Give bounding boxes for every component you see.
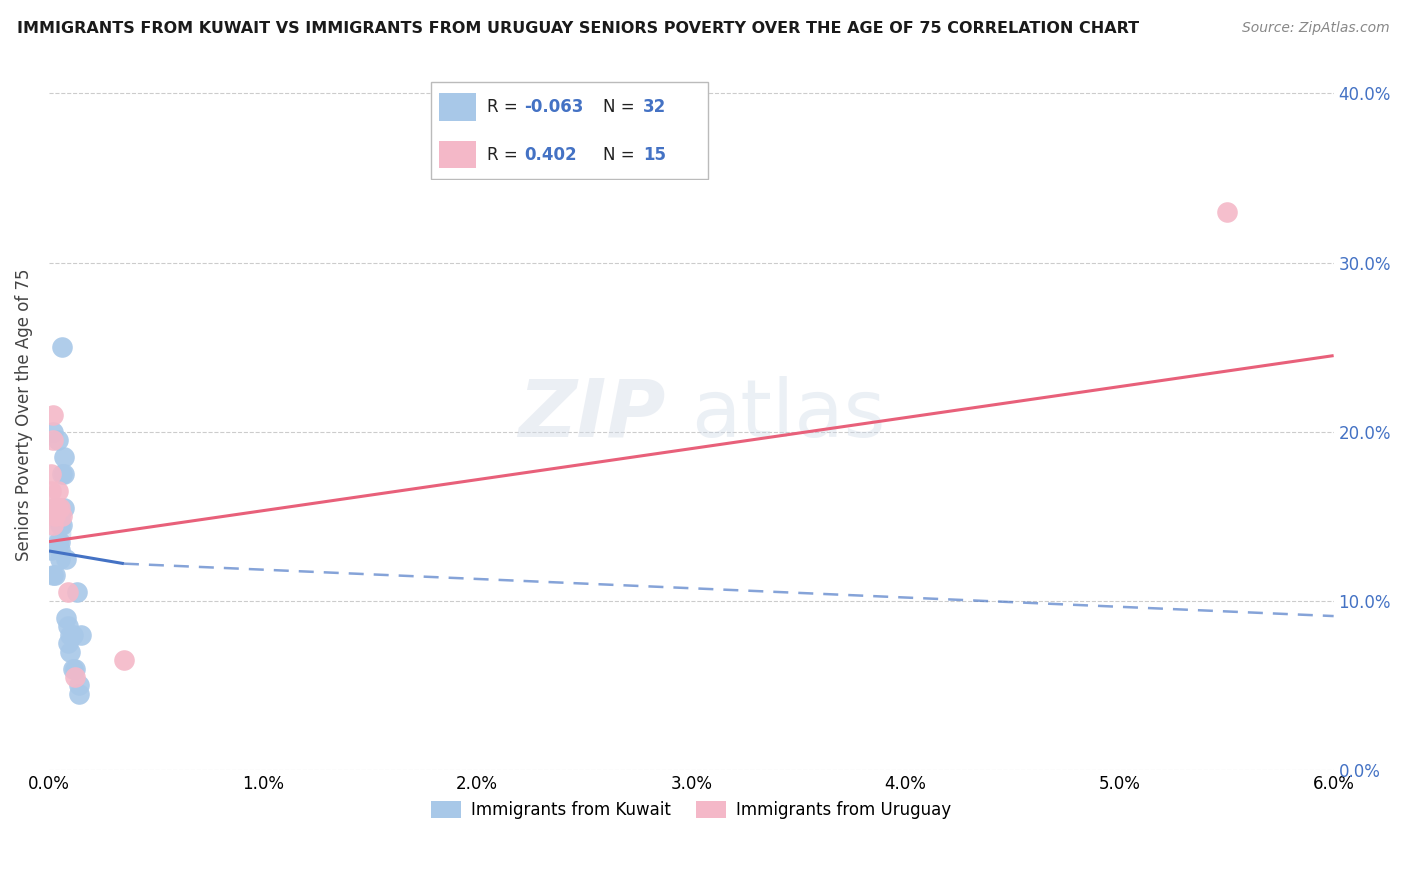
Point [58,619,80,633]
Point [44,500,66,515]
Point [48,517,70,532]
Point [52,467,75,481]
Point [46,483,69,498]
Point [70,628,93,642]
Point [39,526,62,541]
Point [55,551,77,566]
Point [39,483,62,498]
Point [42,568,65,582]
Point [48,534,70,549]
Point [48,500,70,515]
Point [42,433,65,447]
Point [51,509,73,524]
Point [46,433,69,447]
Point [46,534,69,549]
Point [67,678,90,692]
Point [48,551,70,566]
Point [39,467,62,481]
Point [112,653,135,667]
Point [44,500,66,515]
Point [48,543,70,558]
Legend: Immigrants from Kuwait, Immigrants from Uruguay: Immigrants from Kuwait, Immigrants from … [425,794,957,826]
Point [59,644,82,658]
Point [44,500,66,515]
Point [42,425,65,439]
Point [62,628,84,642]
Point [58,636,80,650]
Point [63,670,86,684]
Point [46,500,69,515]
Y-axis label: Seniors Poverty Over the Age of 75: Seniors Poverty Over the Age of 75 [15,268,32,561]
Point [55,611,77,625]
Point [66,585,89,599]
Point [67,687,90,701]
Point [48,509,70,524]
Text: IMMIGRANTS FROM KUWAIT VS IMMIGRANTS FROM URUGUAY SENIORS POVERTY OVER THE AGE O: IMMIGRANTS FROM KUWAIT VS IMMIGRANTS FRO… [17,21,1139,36]
Point [39,543,62,558]
Point [42,517,65,532]
Text: Source: ZipAtlas.com: Source: ZipAtlas.com [1241,21,1389,35]
Point [59,628,82,642]
Point [51,517,73,532]
Point [52,450,75,464]
Point [58,585,80,599]
Point [1215,204,1237,219]
Point [62,661,84,675]
Text: ZIP: ZIP [519,376,665,454]
Text: atlas: atlas [692,376,886,454]
Point [52,500,75,515]
Point [51,467,73,481]
Point [51,340,73,354]
Point [63,661,86,675]
Point [44,509,66,524]
Point [42,408,65,422]
Point [46,500,69,515]
Point [44,568,66,582]
